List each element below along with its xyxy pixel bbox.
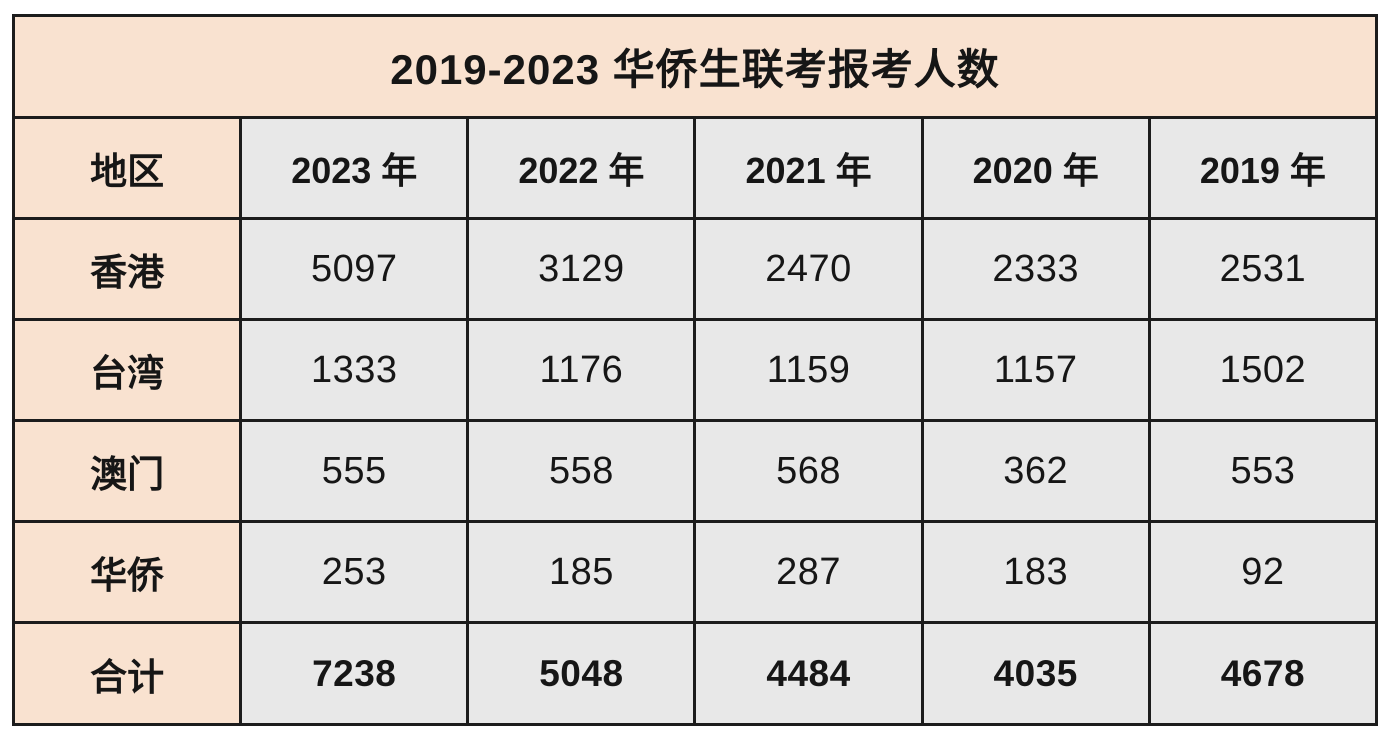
table-row-overseas-chinese: 华侨 253 185 287 183 92 [11, 520, 1379, 624]
table-title-row: 2019-2023 华侨生联考报考人数 [12, 14, 1378, 119]
value-cell: 1159 [693, 318, 924, 422]
value-cell: 2531 [1147, 217, 1379, 321]
value-cell: 1502 [1147, 318, 1379, 422]
value-cell: 5097 [239, 217, 470, 321]
table-header-row: 地区 2023 年 2022 年 2021 年 2020 年 2019 年 [11, 116, 1379, 220]
exam-registration-table: 2019-2023 华侨生联考报考人数 地区 2023 年 2022 年 202… [11, 14, 1379, 726]
value-cell: 3129 [466, 217, 697, 321]
value-cell: 558 [466, 419, 697, 523]
table-row-hongkong: 香港 5097 3129 2470 2333 2531 [11, 217, 1379, 321]
column-header-2019: 2019 年 [1147, 116, 1379, 220]
value-cell: 287 [693, 520, 924, 624]
table-title: 2019-2023 华侨生联考报考人数 [12, 14, 1378, 119]
value-cell: 2333 [920, 217, 1151, 321]
value-cell: 183 [920, 520, 1151, 624]
value-cell: 1333 [239, 318, 470, 422]
column-header-2021: 2021 年 [693, 116, 924, 220]
value-cell: 253 [239, 520, 470, 624]
region-label: 华侨 [11, 520, 243, 624]
region-label: 香港 [11, 217, 243, 321]
value-cell: 92 [1147, 520, 1379, 624]
total-value-cell: 7238 [239, 621, 470, 726]
value-cell: 555 [239, 419, 470, 523]
total-value-cell: 4678 [1147, 621, 1379, 726]
table-row-taiwan: 台湾 1333 1176 1159 1157 1502 [11, 318, 1379, 422]
total-value-cell: 4484 [693, 621, 924, 726]
value-cell: 553 [1147, 419, 1379, 523]
total-value-cell: 5048 [466, 621, 697, 726]
column-header-2022: 2022 年 [466, 116, 697, 220]
column-header-2023: 2023 年 [239, 116, 470, 220]
total-value-cell: 4035 [920, 621, 1151, 726]
total-label: 合计 [11, 621, 243, 726]
value-cell: 185 [466, 520, 697, 624]
value-cell: 568 [693, 419, 924, 523]
value-cell: 362 [920, 419, 1151, 523]
value-cell: 1157 [920, 318, 1151, 422]
table-row-macau: 澳门 555 558 568 362 553 [11, 419, 1379, 523]
region-label: 澳门 [11, 419, 243, 523]
value-cell: 1176 [466, 318, 697, 422]
value-cell: 2470 [693, 217, 924, 321]
table-row-total: 合计 7238 5048 4484 4035 4678 [11, 621, 1379, 726]
column-header-2020: 2020 年 [920, 116, 1151, 220]
region-label: 台湾 [11, 318, 243, 422]
column-header-region: 地区 [11, 116, 243, 220]
